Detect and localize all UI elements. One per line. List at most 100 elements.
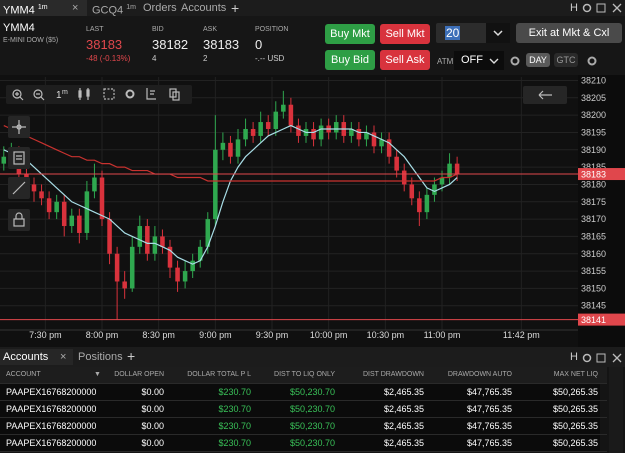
sell-mkt[interactable]: Sell Mkt: [380, 24, 430, 44]
table-cell: $50,230.70: [253, 435, 337, 451]
buy-bid[interactable]: Buy Bid: [325, 50, 375, 70]
candle-body: [386, 139, 392, 157]
candle-body: [243, 128, 248, 140]
tab-interval: 1m: [37, 4, 48, 11]
table-cell: PAAPEX16768200000: [0, 384, 110, 400]
x-tick-label: 8:30 pm: [142, 330, 175, 340]
candle-body: [228, 142, 233, 157]
exit-button[interactable]: Exit at Mkt & Cxl: [516, 23, 622, 43]
tab[interactable]: Orders: [143, 2, 177, 14]
table-cell: $0.00: [110, 435, 166, 451]
candle-body: [114, 253, 120, 282]
interval-button[interactable]: 1: [56, 90, 62, 101]
tif-day[interactable]: DAY: [526, 53, 550, 67]
tif-gtc[interactable]: GTC: [554, 53, 578, 67]
candle-body: [190, 260, 195, 272]
tab[interactable]: GCQ4 1m: [92, 0, 136, 17]
y-tick-label: 38200: [581, 110, 606, 120]
quantity-input[interactable]: 20: [436, 23, 510, 43]
table-row[interactable]: PAAPEX16768200000 $0.00 $230.70 $50,230.70 $…: [0, 435, 607, 452]
tab[interactable]: Positions: [78, 351, 123, 363]
candle-body: [379, 139, 384, 147]
table-cell: $50,265.35: [514, 401, 600, 417]
dropdown[interactable]: [486, 23, 510, 43]
x-tick-label: 9:30 pm: [256, 330, 289, 340]
candle-body: [167, 246, 173, 268]
table-cell: $2,465.35: [337, 435, 426, 451]
table-row[interactable]: PAAPEX16768200000 $0.00 $230.70 $50,230.70 $…: [0, 401, 607, 418]
y-tick-label: 38205: [581, 93, 606, 103]
header-button[interactable]: H: [570, 2, 578, 14]
table-row[interactable]: PAAPEX16768200000 $0.00 $230.70 $50,230.70 $…: [0, 384, 607, 401]
candle-body: [394, 156, 399, 171]
candle-body: [220, 142, 226, 150]
candle-body: [424, 194, 430, 213]
candle-body: [152, 236, 158, 254]
position-value: -.-- USD: [255, 54, 285, 63]
add-tab[interactable]: +: [231, 0, 240, 16]
sell-ask[interactable]: Sell Ask: [380, 50, 430, 70]
y-tick-label: 38210: [581, 75, 606, 85]
table-cell: $230.70: [166, 435, 253, 451]
price-tag-label: 38183: [581, 170, 606, 180]
x-tick-label: 9:00 pm: [199, 330, 232, 340]
position-label: POSITION: [255, 26, 289, 33]
candle-body: [99, 177, 105, 220]
table-cell: $0.00: [110, 418, 166, 434]
atm-value: OFF: [461, 54, 483, 66]
candle-body: [250, 128, 256, 136]
symbol: YMM4: [3, 22, 35, 34]
add-tab[interactable]: +: [127, 348, 136, 364]
tab[interactable]: Accounts: [181, 2, 227, 14]
description: E-MINI DOW ($5): [3, 37, 59, 44]
x-tick-label: 7:30 pm: [29, 330, 62, 340]
table-cell: $2,465.35: [337, 418, 426, 434]
scrollbar: [609, 367, 623, 453]
buy-mkt[interactable]: Buy Mkt: [325, 24, 375, 44]
window-controls: [582, 353, 622, 363]
candle-body: [235, 139, 241, 157]
bid-size: 4: [152, 54, 157, 63]
column-header: DOLLAR TOTAL P L: [187, 371, 251, 378]
quote-bar: YMM4 E-MINI DOW ($5) LAST 38183 -48 (-0.…: [0, 16, 625, 75]
tab[interactable]: YMM4 1m ×: [0, 0, 87, 17]
last-label: LAST: [86, 26, 104, 33]
candle-body: [288, 104, 294, 126]
x-tick-label: 11:42 pm: [503, 330, 540, 340]
tab[interactable]: Accounts ×: [0, 349, 73, 365]
column-header[interactable]: ACCOUNT ▼: [6, 371, 101, 378]
table-cell: $50,265.35: [514, 418, 600, 434]
candle-body: [281, 104, 286, 112]
table-cell: $0.00: [110, 384, 166, 400]
panel-button[interactable]: H: [570, 351, 578, 363]
price-axis-bg: [578, 75, 625, 347]
candle-body: [145, 226, 150, 254]
candle-body: [432, 184, 437, 195]
window-controls: [582, 3, 622, 13]
position: 0: [255, 37, 263, 52]
candle-body: [296, 125, 301, 136]
candle-body: [77, 215, 82, 233]
candle-body: [364, 132, 369, 140]
y-tick-label: 38195: [581, 127, 606, 137]
table-row[interactable]: PAAPEX16768200000 $0.00 $230.70 $50,230.70 $…: [0, 418, 607, 435]
settings-icon[interactable]: [586, 55, 598, 67]
accounts-table: ACCOUNT ▼ DOLLAR OPEN DOLLAR TOTAL P L DIST…: [0, 367, 607, 452]
settings-icon[interactable]: [509, 55, 521, 67]
moving-average: [3, 124, 458, 182]
table-cell: $47,765.35: [426, 384, 514, 400]
table-cell: $2,465.35: [337, 384, 426, 400]
y-tick-label: 38150: [581, 283, 606, 293]
atm-select[interactable]: OFF: [454, 51, 504, 70]
y-tick-label: 38165: [581, 231, 606, 241]
candle-body: [454, 163, 460, 175]
candle-body: [39, 191, 44, 199]
candle-body: [54, 201, 59, 213]
table-cell: $50,230.70: [253, 418, 337, 434]
candle-body: [447, 163, 452, 178]
column-header: DIST TO LIQ ONLY: [274, 371, 335, 378]
y-tick-label: 38180: [581, 179, 606, 189]
candle-body: [439, 177, 445, 185]
column-header: DRAWDOWN AUTO: [447, 371, 512, 378]
